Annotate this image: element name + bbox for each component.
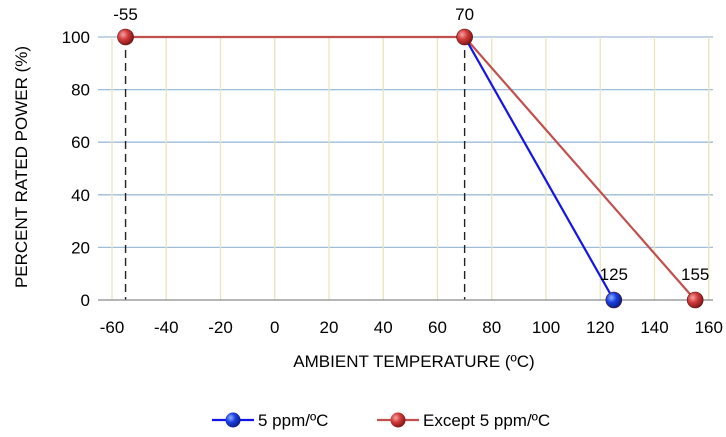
x-tick-label: -20 [208,318,233,337]
axes: 0 20 40 60 80 100 -60 -40 -20 0 20 40 60 80 100 120 140 1… [62,28,723,337]
y-tick-label: 60 [71,133,90,152]
x-tick-label: 0 [270,318,279,337]
data-labels: -55 70 125 155 [113,5,709,284]
data-point-marker [456,28,473,46]
legend-marker [390,412,406,428]
legend-marker [225,412,241,428]
x-axis-title: AMBIENT TEMPERATURE (ºC) [293,352,534,371]
legend-item: 5 ppm/ºC [212,411,328,430]
legend-item: Except 5 ppm/ºC [377,411,550,430]
x-tick-label: 80 [482,318,501,337]
reference-lines [124,37,466,300]
gridlines [98,36,713,300]
series-line [125,35,697,301]
x-tick-label: 160 [695,318,723,337]
data-label: 125 [600,265,628,284]
y-tick-label: 0 [81,291,90,310]
data-point-marker [605,291,623,309]
y-tick-label: 80 [71,81,90,100]
data-point-marker [686,291,704,309]
x-tick-label: -60 [100,318,125,337]
x-tick-label: 40 [374,318,393,337]
data-label: -55 [113,5,138,24]
series-group [117,28,704,309]
x-tick-label: 60 [428,318,447,337]
data-label: 70 [455,5,474,24]
x-tick-label: 140 [640,318,668,337]
x-tick-label: 20 [320,318,339,337]
x-tick-label: 100 [532,318,560,337]
x-tick-label: 120 [586,318,614,337]
data-label: 155 [681,265,709,284]
legend: 5 ppm/ºC Except 5 ppm/ºC [212,411,550,430]
y-tick-label: 40 [71,186,90,205]
y-tick-label: 100 [62,28,90,47]
y-axis-title: PERCENT RATED POWER (%) [12,46,31,288]
x-tick-label: -40 [154,318,179,337]
legend-label: Except 5 ppm/ºC [423,411,550,430]
y-tick-label: 20 [71,238,90,257]
series-line [463,36,615,301]
data-point-marker [117,28,134,46]
legend-label: 5 ppm/ºC [258,411,328,430]
